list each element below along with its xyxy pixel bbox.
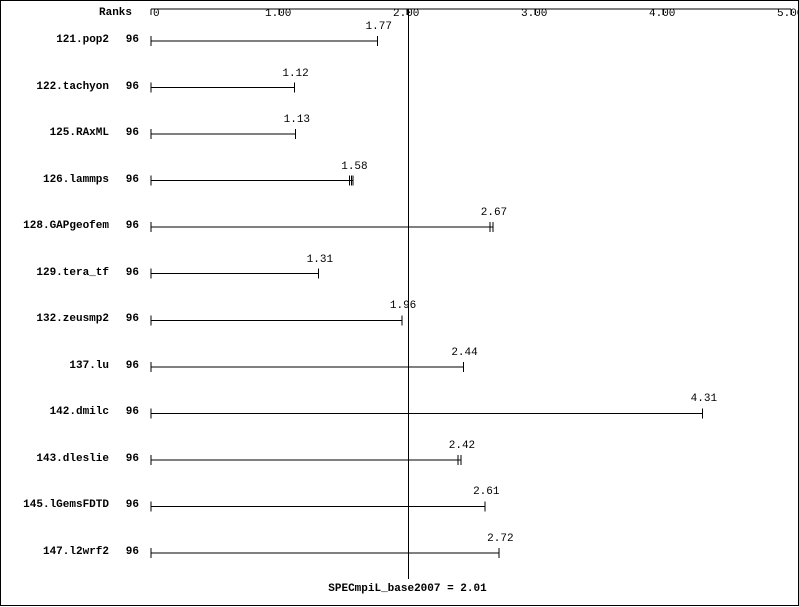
bar-value-label: 1.31 bbox=[307, 254, 333, 266]
bar-value-label: 1.12 bbox=[282, 68, 308, 80]
rank-value: 96 bbox=[113, 499, 139, 511]
bar-value-label: 1.58 bbox=[341, 161, 367, 173]
rank-value: 96 bbox=[113, 220, 139, 232]
bar-value-label: 4.31 bbox=[691, 393, 717, 405]
x-tick-label: 0 bbox=[153, 8, 160, 20]
benchmark-name: 126.lammps bbox=[1, 174, 109, 186]
spec-benchmark-chart: 0 1.00 2.00 3.00 4.00 5.00 Ranks 121.pop2 96 1.77… bbox=[0, 0, 799, 606]
rank-value: 96 bbox=[113, 406, 139, 418]
benchmark-name: 122.tachyon bbox=[1, 81, 109, 93]
benchmark-name: 125.RAxML bbox=[1, 127, 109, 139]
benchmark-name: 129.tera_tf bbox=[1, 267, 109, 279]
rank-value: 96 bbox=[113, 313, 139, 325]
bar-value-label: 1.13 bbox=[284, 114, 310, 126]
rank-value: 96 bbox=[113, 267, 139, 279]
bar-value-label: 2.67 bbox=[481, 207, 507, 219]
bar-value-label: 2.72 bbox=[487, 533, 513, 545]
x-tick-label: 1.00 bbox=[265, 8, 291, 20]
ranks-header: Ranks bbox=[99, 7, 132, 19]
rank-value: 96 bbox=[113, 360, 139, 372]
bar-value-label: 1.96 bbox=[390, 300, 416, 312]
benchmark-name: 121.pop2 bbox=[1, 34, 109, 46]
rank-value: 96 bbox=[113, 546, 139, 558]
x-tick-label: 2.00 bbox=[393, 8, 419, 20]
benchmark-name: 128.GAPgeofem bbox=[1, 220, 109, 232]
bar-value-label: 2.42 bbox=[449, 440, 475, 452]
benchmark-name: 145.lGemsFDTD bbox=[1, 499, 109, 511]
benchmark-name: 142.dmilc bbox=[1, 406, 109, 418]
x-tick-label: 4.00 bbox=[649, 8, 675, 20]
benchmark-name: 132.zeusmp2 bbox=[1, 313, 109, 325]
rank-value: 96 bbox=[113, 81, 139, 93]
rank-value: 96 bbox=[113, 174, 139, 186]
rank-value: 96 bbox=[113, 127, 139, 139]
baseline-label: SPECmpiL_base2007 = 2.01 bbox=[328, 583, 486, 595]
bar-value-label: 2.61 bbox=[473, 486, 499, 498]
x-tick-label: 3.00 bbox=[521, 8, 547, 20]
benchmark-name: 137.lu bbox=[1, 360, 109, 372]
bar-value-label: 1.77 bbox=[366, 21, 392, 33]
bar-value-label: 2.44 bbox=[451, 347, 477, 359]
labels-layer: 0 1.00 2.00 3.00 4.00 5.00 Ranks 121.pop2 96 1.77… bbox=[1, 1, 799, 607]
x-tick-label: 5.00 bbox=[777, 8, 799, 20]
rank-value: 96 bbox=[113, 34, 139, 46]
benchmark-name: 143.dleslie bbox=[1, 453, 109, 465]
benchmark-name: 147.l2wrf2 bbox=[1, 546, 109, 558]
rank-value: 96 bbox=[113, 453, 139, 465]
